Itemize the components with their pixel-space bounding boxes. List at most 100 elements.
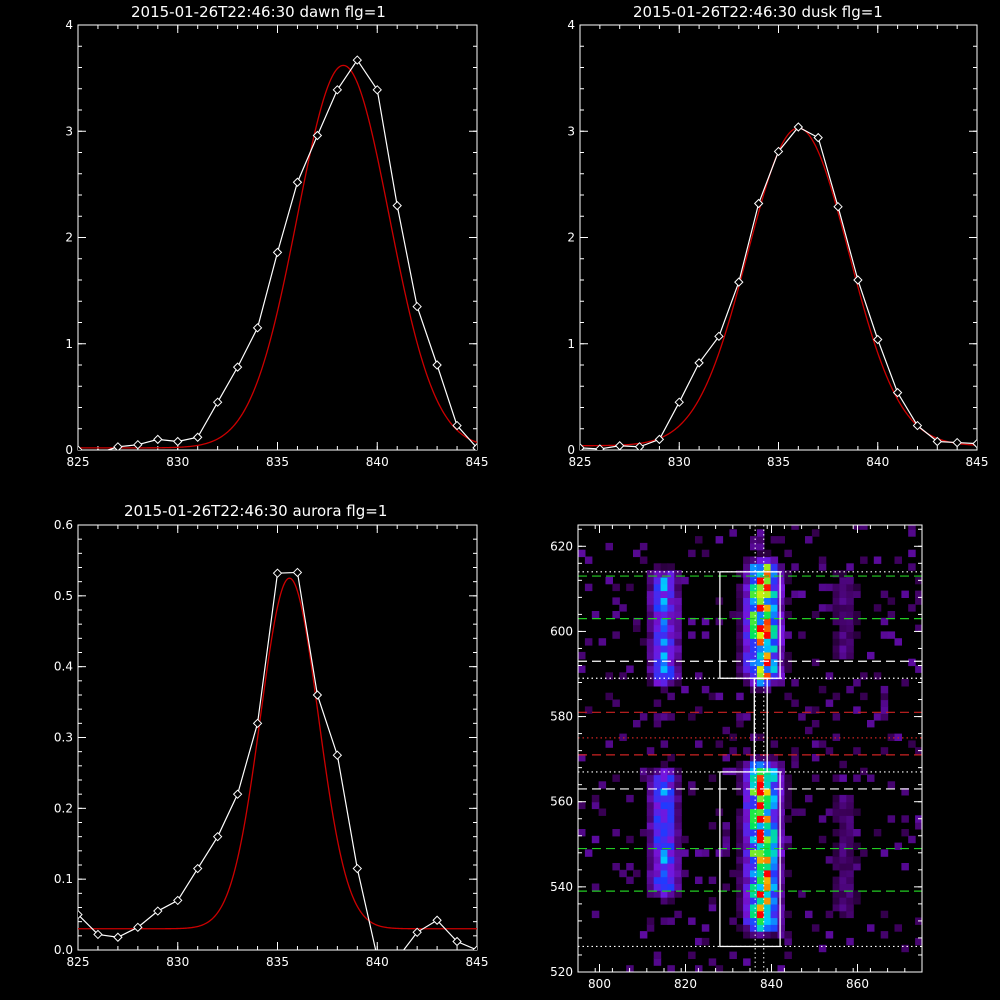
heatmap-cell bbox=[908, 658, 916, 667]
heatmap-cell bbox=[887, 733, 896, 741]
heatmap-cell bbox=[770, 869, 779, 878]
data-point-marker bbox=[580, 443, 585, 450]
data-point-marker bbox=[654, 434, 665, 445]
heatmap-cell bbox=[846, 829, 854, 837]
heatmap-cell bbox=[832, 829, 841, 837]
heatmap-cell bbox=[667, 713, 675, 721]
heatmap-cell bbox=[832, 638, 841, 646]
heatmap-cell bbox=[653, 849, 662, 857]
heatmap-cell bbox=[743, 604, 751, 612]
heatmap-cell bbox=[646, 883, 655, 891]
heatmap-cell bbox=[674, 910, 682, 919]
heatmap-cell bbox=[653, 611, 662, 619]
heatmap-cell bbox=[612, 699, 620, 707]
heatmap-cell bbox=[784, 665, 792, 673]
heatmap-cell bbox=[756, 651, 765, 660]
heatmap-cell bbox=[591, 801, 600, 810]
heatmap-cell bbox=[839, 631, 847, 639]
heatmap-cell bbox=[805, 910, 813, 919]
heatmap-cell bbox=[660, 829, 669, 837]
heatmap-cell bbox=[811, 924, 820, 932]
heatmap-cell bbox=[750, 931, 758, 939]
heatmap-cell bbox=[750, 903, 758, 912]
y-tick-label: 0.2 bbox=[54, 801, 73, 815]
heatmap-cell bbox=[756, 760, 765, 769]
heatmap-cell bbox=[832, 897, 841, 905]
heatmap-cell bbox=[770, 794, 779, 803]
heatmap-cell bbox=[825, 699, 834, 707]
heatmap-cell bbox=[839, 815, 847, 823]
heatmap-cell bbox=[681, 849, 689, 857]
heatmap-cell bbox=[667, 917, 675, 925]
heatmap-cell bbox=[839, 808, 847, 816]
heatmap-cell bbox=[880, 747, 889, 755]
heatmap-cell bbox=[791, 747, 799, 755]
heatmap-cell bbox=[839, 869, 847, 878]
heatmap-cell bbox=[736, 910, 744, 919]
heatmap-cell bbox=[743, 774, 751, 782]
heatmap-cell bbox=[578, 651, 586, 660]
heatmap-cell bbox=[667, 822, 675, 830]
heatmap-cell bbox=[770, 590, 779, 598]
heatmap-cell bbox=[750, 645, 758, 653]
heatmap-cell bbox=[667, 679, 675, 687]
heatmap-cell bbox=[777, 931, 785, 939]
heatmap-cell bbox=[825, 808, 834, 816]
heatmap-cell bbox=[832, 856, 841, 864]
heatmap-cell bbox=[805, 536, 813, 544]
y-tick-label: 2 bbox=[65, 231, 73, 245]
heatmap-cell bbox=[763, 842, 772, 850]
heatmap-cell bbox=[756, 815, 765, 823]
heatmap-cell bbox=[832, 849, 841, 857]
heatmap-cell bbox=[750, 856, 758, 864]
heatmap-cell bbox=[750, 910, 758, 919]
heatmap-cell bbox=[743, 849, 751, 857]
heatmap-cell bbox=[818, 556, 827, 564]
heatmap-cell bbox=[750, 624, 758, 632]
heatmap-cell bbox=[653, 597, 662, 605]
heatmap-cell bbox=[784, 788, 792, 796]
heatmap-cell bbox=[784, 835, 792, 844]
heatmap-cell bbox=[770, 740, 779, 748]
heatmap-cell bbox=[695, 740, 703, 748]
data-point-marker bbox=[78, 909, 83, 920]
heatmap-cell bbox=[667, 801, 675, 810]
heatmap-cell bbox=[839, 876, 847, 884]
heatmap-cell bbox=[667, 965, 675, 972]
heatmap-cell bbox=[784, 576, 792, 585]
heatmap-cell bbox=[743, 842, 751, 850]
heatmap-cell bbox=[832, 645, 841, 653]
y-tick-label: 4 bbox=[567, 18, 575, 32]
heatmap-cell bbox=[784, 597, 792, 605]
heatmap-cell bbox=[853, 706, 861, 714]
data-point-marker bbox=[432, 915, 442, 925]
heatmap-cell bbox=[763, 794, 772, 803]
heatmap-cell bbox=[653, 774, 662, 782]
dusk-plot-title: 2015-01-26T22:46:30 dusk flg=1 bbox=[633, 3, 883, 21]
heatmap-cell bbox=[846, 897, 854, 905]
data-point-marker bbox=[372, 85, 382, 95]
heatmap-cell bbox=[770, 563, 779, 571]
heatmap-cell bbox=[736, 658, 744, 667]
heatmap-cell bbox=[784, 781, 792, 789]
heatmap-cell bbox=[756, 576, 765, 585]
heatmap-cell bbox=[674, 576, 682, 585]
heatmap-cell bbox=[770, 570, 779, 578]
heatmap-cell bbox=[763, 924, 772, 932]
heatmap-cell bbox=[770, 617, 779, 626]
heatmap-cell bbox=[798, 808, 806, 816]
heatmap-cell bbox=[660, 883, 669, 891]
data-point-marker bbox=[212, 397, 223, 407]
heatmap-cell bbox=[818, 583, 827, 592]
heatmap-cell bbox=[660, 665, 669, 673]
heatmap-cell bbox=[674, 856, 682, 864]
heatmap-cell bbox=[646, 808, 655, 816]
heatmap-cell bbox=[736, 611, 744, 619]
heatmap-cell bbox=[646, 835, 655, 844]
heatmap-cell bbox=[722, 754, 730, 762]
heatmap-cell bbox=[660, 617, 669, 626]
heatmap-cell bbox=[660, 672, 669, 680]
heatmap-cell bbox=[894, 638, 902, 646]
heatmap-cell bbox=[846, 590, 854, 598]
